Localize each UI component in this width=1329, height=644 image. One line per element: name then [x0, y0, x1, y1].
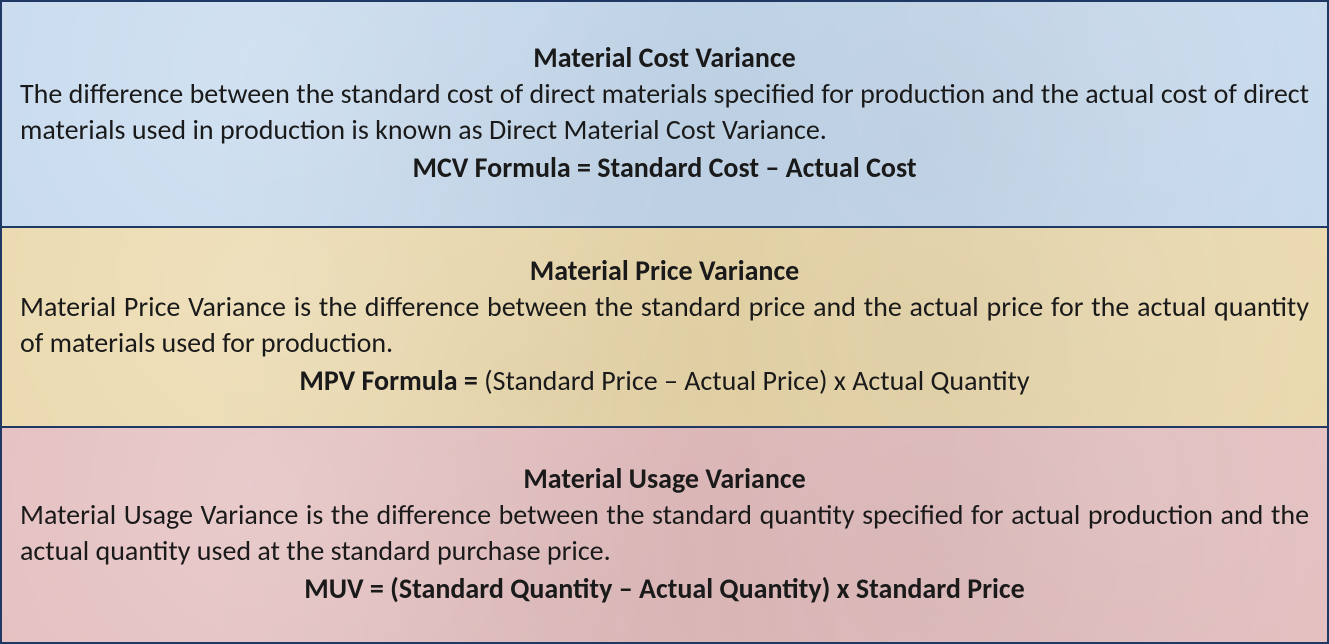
section-mcv: Material Cost Variance The difference be… — [0, 0, 1329, 228]
mpv-formula-label: MPV Formula = — [299, 363, 484, 398]
muv-formula-label: MUV = (Standard Quantity – Actual Quanti… — [304, 571, 1025, 606]
muv-formula: MUV = (Standard Quantity – Actual Quanti… — [20, 571, 1309, 607]
mpv-body: Material Price Variance is the differenc… — [20, 289, 1309, 361]
variance-table: Material Cost Variance The difference be… — [0, 0, 1329, 644]
mcv-title: Material Cost Variance — [20, 40, 1309, 76]
mcv-formula-label: MCV Formula = Standard Cost – Actual Cos… — [412, 150, 916, 185]
mpv-title: Material Price Variance — [20, 253, 1309, 289]
muv-body: Material Usage Variance is the differenc… — [20, 497, 1309, 569]
mpv-formula-rest: (Standard Price – Actual Price) x Actual… — [484, 363, 1029, 398]
mcv-body: The difference between the standard cost… — [20, 76, 1309, 148]
section-mpv: Material Price Variance Material Price V… — [0, 228, 1329, 428]
muv-title: Material Usage Variance — [20, 461, 1309, 497]
mpv-formula: MPV Formula = (Standard Price – Actual P… — [20, 363, 1309, 399]
section-muv: Material Usage Variance Material Usage V… — [0, 428, 1329, 644]
mcv-formula: MCV Formula = Standard Cost – Actual Cos… — [20, 150, 1309, 186]
